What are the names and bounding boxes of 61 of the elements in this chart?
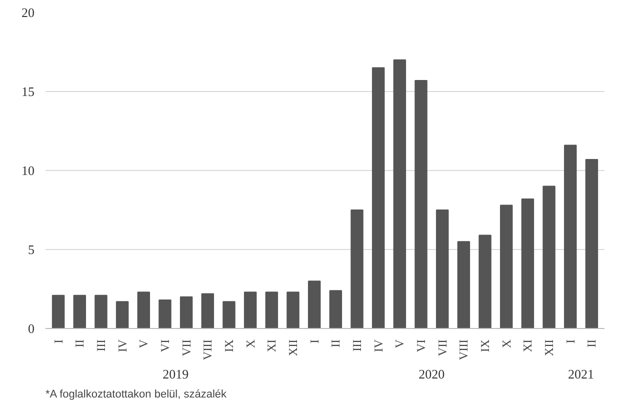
- bar: [436, 210, 449, 328]
- bar: [137, 292, 150, 328]
- x-tick-label: XI: [520, 339, 535, 352]
- bar: [116, 301, 129, 328]
- y-tick-label: 5: [28, 242, 34, 257]
- bar: [222, 301, 236, 328]
- x-tick-label: VII: [179, 339, 194, 356]
- bar: [478, 234, 492, 328]
- bar: [521, 198, 534, 328]
- x-tick-label: III: [350, 339, 364, 352]
- x-tick-label: II: [72, 339, 87, 348]
- x-tick-label: IX: [478, 339, 492, 352]
- x-tick-label: I: [307, 339, 322, 344]
- x-tick-label: VII: [435, 339, 450, 356]
- bar: [244, 292, 257, 328]
- x-tick-label: II: [584, 339, 599, 348]
- text: 2020: [418, 366, 445, 382]
- x-tick-label: XI: [264, 339, 279, 352]
- x-tick-label: VI: [414, 339, 428, 352]
- x-tick-label: V: [136, 339, 151, 348]
- bar: [585, 158, 598, 328]
- x-tick-label: X: [243, 339, 258, 348]
- bar: [329, 290, 342, 328]
- text: 2019: [162, 366, 189, 382]
- bar: [73, 294, 86, 328]
- x-tick-label: V: [392, 339, 407, 348]
- bar: [500, 204, 513, 328]
- x-tick-label: VIII: [456, 339, 471, 360]
- bar: [94, 294, 108, 328]
- bar: [457, 241, 470, 328]
- bar: [265, 292, 278, 328]
- bar: [158, 300, 172, 328]
- x-tick-label: III: [94, 339, 108, 352]
- bar: [52, 294, 65, 328]
- y-tick-label: 20: [22, 5, 34, 20]
- x-tick-label: IV: [115, 339, 130, 352]
- y-tick-label: 15: [22, 84, 34, 99]
- bar: [414, 80, 428, 328]
- x-tick-label: XII: [542, 339, 556, 356]
- bar: [180, 296, 193, 328]
- bar: [308, 280, 321, 328]
- x-tick-label: VI: [158, 339, 172, 352]
- bar: [542, 186, 556, 328]
- bar: [350, 210, 364, 328]
- bar: [564, 144, 577, 328]
- y-tick-label: 0: [28, 321, 34, 336]
- x-tick-label: IV: [371, 339, 386, 352]
- bar: [286, 292, 300, 328]
- x-tick-label: X: [499, 339, 514, 348]
- text: *A foglalkoztatottakon belül, százalék: [46, 388, 227, 400]
- bar: [393, 59, 406, 328]
- bar: [201, 293, 214, 328]
- text: 2021: [568, 366, 594, 382]
- x-tick-label: II: [328, 339, 343, 348]
- x-tick-label: VIII: [200, 339, 215, 360]
- bar: [372, 67, 385, 328]
- x-tick-label: I: [51, 339, 66, 344]
- x-tick-label: XII: [286, 339, 300, 356]
- x-tick-label: I: [563, 339, 578, 344]
- x-tick-label: IX: [222, 339, 236, 352]
- y-tick-label: 10: [22, 163, 34, 178]
